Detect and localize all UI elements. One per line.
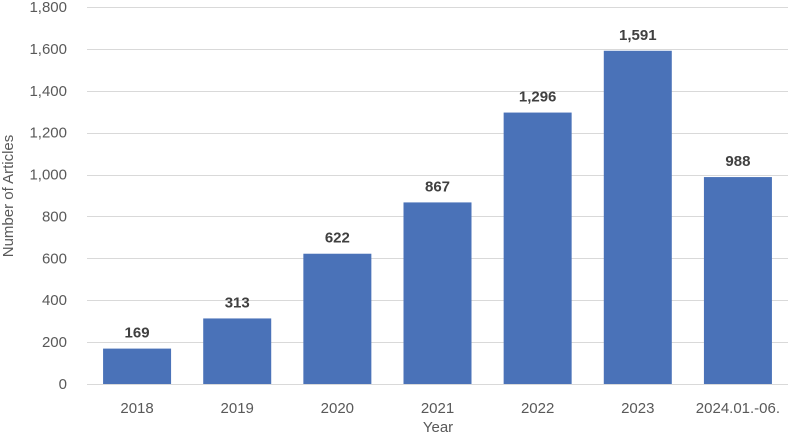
x-axis-title: Year — [423, 419, 453, 436]
y-tick-label: 1,800 — [29, 0, 67, 16]
y-tick-label: 800 — [42, 208, 67, 225]
data-labels: 169 313 622 867 1,296 1,591 988 — [125, 27, 751, 342]
data-label: 1,296 — [519, 89, 557, 106]
bar — [603, 50, 672, 384]
x-tick-label: 2024.01.-06. — [696, 400, 780, 417]
y-tick-label: 600 — [42, 250, 67, 267]
y-tick-label: 200 — [42, 334, 67, 351]
data-label: 169 — [125, 325, 150, 342]
y-axis-tick-labels: 0 200 400 600 800 1,000 1,200 1,400 1,600 1,800 — [29, 0, 67, 393]
data-label: 867 — [425, 178, 450, 195]
y-axis-title: Number of Articles — [0, 135, 17, 258]
bar — [503, 112, 572, 384]
x-axis-tick-labels: 2018 2019 2020 2021 2022 2023 2024.01.-06. — [120, 400, 780, 417]
bar — [403, 202, 472, 384]
y-tick-label: 0 — [59, 376, 67, 393]
x-tick-label: 2023 — [621, 400, 654, 417]
data-label: 1,591 — [619, 27, 657, 44]
y-tick-label: 1,400 — [29, 83, 67, 100]
y-tick-label: 400 — [42, 292, 67, 309]
y-tick-label: 1,600 — [29, 41, 67, 58]
bar — [303, 253, 372, 384]
x-tick-label: 2018 — [120, 400, 153, 417]
bar — [703, 177, 772, 384]
x-tick-label: 2021 — [421, 400, 454, 417]
y-tick-label: 1,000 — [29, 167, 67, 184]
bars — [103, 50, 772, 384]
x-tick-label: 2019 — [221, 400, 254, 417]
y-tick-label: 1,200 — [29, 125, 67, 142]
bar — [103, 348, 172, 384]
data-label: 988 — [725, 153, 750, 170]
x-tick-label: 2020 — [321, 400, 354, 417]
data-label: 313 — [225, 294, 250, 311]
x-tick-label: 2022 — [521, 400, 554, 417]
data-label: 622 — [325, 230, 350, 247]
bar — [203, 318, 272, 384]
